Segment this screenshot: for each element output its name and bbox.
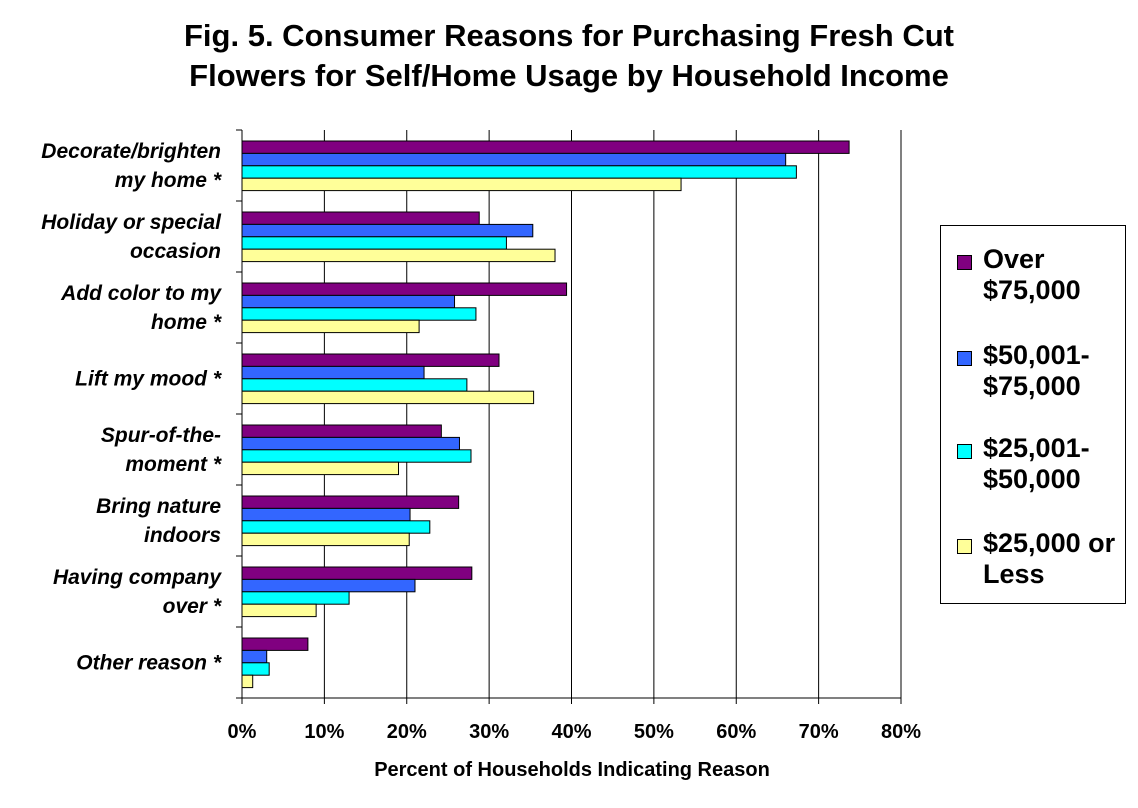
legend: Over $75,000 $50,001- $75,000 $25,001- $… — [940, 225, 1126, 604]
chart-title-line1: Fig. 5. Consumer Reasons for Purchasing … — [184, 18, 954, 53]
bar — [241, 165, 797, 179]
bar — [241, 282, 568, 296]
bar — [241, 378, 468, 392]
bar — [241, 307, 477, 321]
bar — [241, 353, 500, 367]
legend-swatch-50001-75000 — [957, 351, 972, 366]
category-label: Having company — [53, 566, 222, 589]
bar — [241, 578, 416, 593]
x-tick-label: 70% — [799, 721, 839, 743]
x-tick-label: 40% — [551, 721, 591, 743]
x-tick-label: 50% — [634, 721, 674, 743]
bar — [241, 507, 411, 522]
x-axis-title: Percent of Households Indicating Reason — [374, 759, 770, 781]
legend-swatch-25000-or-less — [957, 539, 972, 554]
x-tick-label: 10% — [304, 721, 344, 743]
chart-title: Fig. 5. Consumer Reasons for Purchasing … — [0, 16, 1138, 96]
bar — [241, 424, 442, 438]
bar — [241, 152, 787, 167]
category-label: Add color to my — [60, 282, 222, 305]
legend-label-25001-50000-line2: $50,000 — [983, 464, 1081, 494]
legend-label-over-75000-line2: $75,000 — [983, 275, 1081, 305]
bar — [241, 294, 456, 309]
bar — [241, 248, 556, 263]
bar — [241, 236, 507, 250]
legend-label-over-75000-line1: Over — [983, 244, 1045, 274]
bar — [241, 449, 472, 463]
category-label: Decorate/brighten — [41, 140, 221, 163]
category-label: Other reason * — [76, 652, 222, 675]
bar — [241, 591, 350, 605]
category-label: Lift my mood * — [75, 368, 222, 391]
bar — [241, 211, 480, 225]
x-tick-label: 60% — [716, 721, 756, 743]
bar — [241, 223, 534, 238]
x-tick-label: 30% — [469, 721, 509, 743]
bar — [241, 319, 420, 334]
category-label: occasion — [130, 240, 221, 263]
bar — [241, 461, 400, 476]
category-label: home * — [151, 311, 222, 334]
category-label: over * — [163, 595, 222, 618]
chart-title-line2: Flowers for Self/Home Usage by Household… — [189, 58, 949, 93]
x-tick-label: 0% — [228, 721, 257, 743]
bar — [241, 365, 425, 380]
category-label: indoors — [144, 524, 221, 547]
bar — [241, 649, 268, 664]
category-label: moment * — [125, 453, 222, 476]
legend-label-50001-75000-line2: $75,000 — [983, 371, 1081, 401]
bar — [241, 662, 270, 676]
bar — [241, 390, 535, 405]
bar — [241, 140, 850, 154]
bar — [241, 520, 431, 534]
legend-label-50001-75000-line1: $50,001- — [983, 340, 1090, 370]
bar — [241, 603, 317, 618]
bar — [241, 532, 410, 547]
legend-label-25000-or-less-line2: Less — [983, 559, 1045, 589]
bar — [241, 637, 309, 651]
legend-label-25000-or-less-line1: $25,000 or — [983, 528, 1116, 558]
bar — [241, 495, 460, 509]
bar — [241, 436, 460, 451]
legend-swatch-over-75000 — [957, 255, 972, 270]
legend-swatch-25001-50000 — [957, 444, 972, 459]
bar — [241, 177, 682, 192]
bar — [241, 674, 254, 689]
category-label: my home * — [115, 169, 222, 192]
x-tick-label: 20% — [387, 721, 427, 743]
x-tick-label: 80% — [881, 721, 921, 743]
category-label: Spur-of-the- — [101, 424, 221, 447]
category-label: Holiday or special — [41, 211, 222, 234]
legend-label-25001-50000-line1: $25,001- — [983, 433, 1090, 463]
category-label: Bring nature — [96, 495, 221, 518]
bar — [241, 566, 473, 580]
